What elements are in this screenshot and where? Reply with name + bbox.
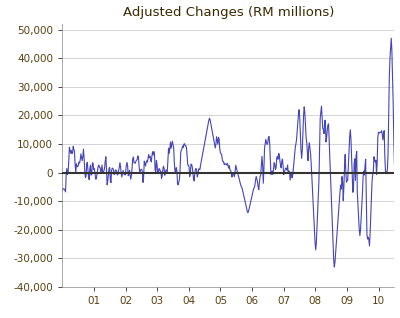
Title: Adjusted Changes (RM millions): Adjusted Changes (RM millions) [123,5,334,18]
